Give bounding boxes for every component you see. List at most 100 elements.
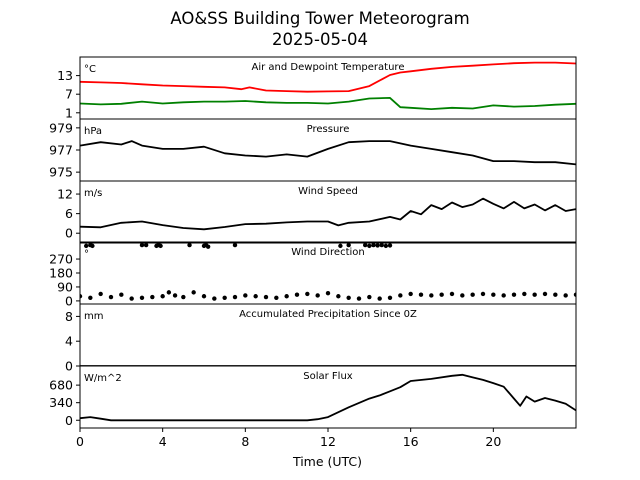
x-tick-label: 0	[76, 434, 84, 449]
wind-direction-point	[305, 291, 310, 297]
pressure-plot-area	[80, 140, 576, 166]
wind-direction-point	[383, 243, 389, 249]
wind-speed-y-tick-label: 12	[57, 187, 73, 202]
wind-direction-point	[166, 290, 172, 295]
temperature-y-tick-label: 13	[57, 68, 73, 83]
x-tick-label: 12	[320, 434, 336, 449]
wind-direction-point	[491, 292, 496, 297]
wind-speed-unit-label: m/s	[84, 188, 102, 199]
wind-direction-point	[511, 292, 517, 297]
wind-speed-y-tick-label: 0	[65, 226, 73, 241]
wind-speed-series-line-0	[80, 197, 576, 231]
wind-direction-point	[232, 242, 238, 248]
solar-flux-y-tick-label: 680	[49, 378, 73, 393]
x-axis-label: Time (UTC)	[292, 454, 362, 469]
wind-direction-point	[139, 242, 145, 248]
wind-direction-point	[387, 295, 393, 300]
wind-direction-point	[181, 294, 186, 300]
x-tick-label: 16	[403, 434, 419, 449]
wind-direction-point	[363, 242, 368, 248]
pressure-y-tick-label: 977	[49, 143, 73, 158]
wind-direction-plot-area	[80, 242, 576, 301]
precipitation-panel: 0 4 8 mm Accumulated Precipitation Since 0Z	[65, 303, 577, 374]
wind-direction-point	[201, 294, 207, 299]
wind-direction-point	[346, 242, 351, 248]
wind-direction-point	[243, 293, 248, 298]
wind-direction-point	[172, 293, 178, 298]
wind-speed-y-tick-label: 6	[65, 206, 73, 221]
wind-direction-point	[90, 243, 95, 249]
figure-title-line2: 2025-05-04	[272, 30, 368, 49]
wind-direction-point	[356, 296, 362, 301]
temperature-series-line-0	[80, 61, 576, 93]
wind-direction-point	[119, 292, 124, 297]
wind-direction-point	[325, 290, 331, 296]
wind-direction-point	[187, 242, 192, 248]
wind-direction-point	[460, 293, 465, 298]
wind-direction-point	[553, 292, 558, 297]
wind-direction-y-tick-label: 0	[65, 293, 73, 308]
wind-direction-point	[191, 290, 196, 295]
pressure-panel: 975 977 979 hPa Pressure	[49, 118, 577, 182]
temperature-y-tick-label: 7	[65, 87, 73, 102]
x-tick-label: 4	[159, 434, 167, 449]
temperature-unit-label: °C	[84, 64, 96, 75]
wind-direction-point	[542, 291, 548, 297]
solar-flux-panel-title: Solar Flux	[303, 371, 353, 382]
wind-direction-point	[439, 292, 444, 297]
wind-direction-unit-label: °	[84, 249, 89, 260]
solar-flux-y-tick-label: 340	[49, 395, 73, 410]
wind-speed-panel-title: Wind Speed	[298, 186, 358, 197]
wind-direction-point	[274, 295, 279, 300]
x-tick-label: 8	[241, 434, 249, 449]
wind-direction-point	[573, 292, 576, 297]
figure-title-line1: AO&SS Building Tower Meteorogram	[170, 9, 469, 28]
wind-direction-point	[108, 294, 114, 300]
wind-direction-point	[480, 291, 486, 297]
solar-flux-series-line-0	[80, 373, 576, 422]
wind-direction-point	[338, 243, 343, 249]
wind-speed-panel: 0 6 12 m/s Wind Speed	[57, 180, 577, 244]
pressure-y-tick-label: 979	[49, 120, 73, 135]
solar-flux-unit-label: W/m^2	[84, 373, 122, 384]
temperature-y-tick-label: 1	[65, 105, 73, 120]
wind-direction-point	[315, 293, 320, 298]
wind-direction-point	[501, 293, 506, 298]
wind-direction-point	[232, 294, 238, 300]
precipitation-panel-title: Accumulated Precipitation Since 0Z	[239, 309, 417, 320]
wind-direction-point	[532, 292, 537, 297]
wind-direction-point	[80, 294, 83, 299]
wind-direction-point	[294, 292, 300, 297]
wind-direction-point	[429, 293, 434, 298]
wind-direction-point	[212, 296, 217, 301]
wind-direction-point	[84, 243, 89, 249]
wind-direction-point	[377, 296, 382, 301]
wind-direction-point	[129, 296, 134, 301]
precipitation-y-tick-label: 8	[65, 309, 73, 324]
wind-direction-point	[470, 292, 475, 297]
wind-direction-point	[253, 294, 258, 299]
solar-flux-y-tick-label: 0	[65, 413, 73, 428]
wind-direction-point	[418, 292, 424, 297]
pressure-panel-title: Pressure	[307, 124, 350, 135]
pressure-unit-label: hPa	[84, 126, 102, 137]
wind-direction-point	[346, 295, 351, 300]
wind-direction-point	[150, 294, 155, 300]
pressure-y-tick-label: 975	[49, 165, 73, 180]
temperature-panel: 1 7 13 °C Air and Dewpoint Temperature	[57, 56, 577, 120]
wind-direction-point	[158, 243, 163, 249]
temperature-plot-area	[80, 61, 576, 110]
precipitation-y-tick-label: 4	[65, 334, 73, 349]
wind-direction-point	[222, 295, 227, 300]
wind-direction-point	[88, 295, 93, 300]
wind-direction-point	[398, 293, 403, 298]
wind-direction-point	[98, 291, 103, 297]
wind-direction-y-tick-label: 180	[49, 266, 73, 281]
wind-direction-point	[449, 291, 455, 297]
wind-direction-y-tick-label: 90	[57, 279, 73, 294]
wind-direction-point	[375, 243, 380, 248]
wind-direction-point	[387, 243, 393, 248]
temperature-panel-title: Air and Dewpoint Temperature	[252, 62, 405, 73]
x-tick-label: 20	[485, 434, 501, 449]
